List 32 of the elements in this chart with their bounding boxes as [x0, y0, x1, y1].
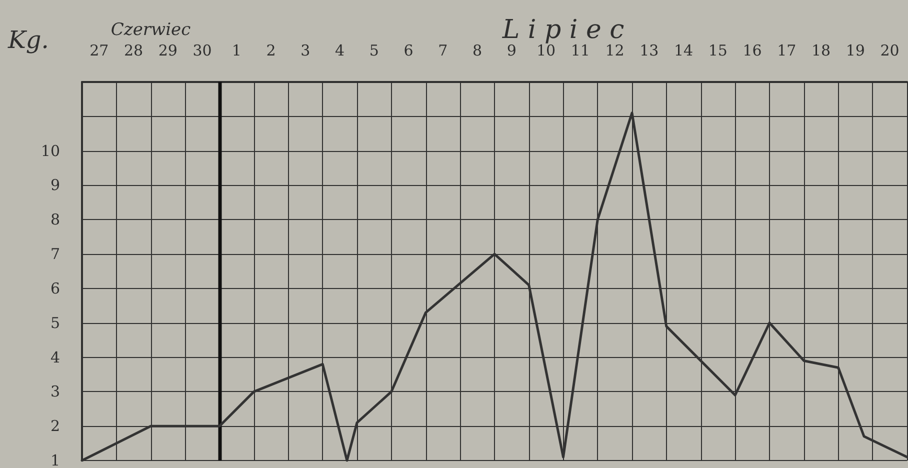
x-tick-label: 16 — [742, 42, 762, 60]
y-tick-label: 7 — [50, 245, 60, 264]
x-tick-label: 30 — [192, 42, 212, 60]
x-tick-label: 27 — [90, 42, 109, 60]
x-tick-label: 1 — [232, 42, 242, 60]
x-tick-label: 29 — [158, 42, 178, 60]
y-tick-label: 2 — [50, 417, 60, 436]
y-tick-label: 3 — [50, 382, 60, 401]
x-tick-label: 18 — [812, 42, 831, 60]
x-tick-label: 3 — [300, 42, 310, 60]
x-tick-label: 14 — [674, 42, 694, 60]
y-tick-label: 8 — [50, 210, 60, 229]
y-axis-title: Kg. — [7, 26, 49, 54]
y-tick-label: 1 — [50, 452, 60, 468]
x-tick-label: 20 — [880, 42, 900, 60]
x-tick-label: 5 — [369, 42, 379, 60]
x-tick-label: 4 — [335, 42, 345, 60]
x-tick-label: 15 — [708, 42, 728, 60]
text: Czerwiec — [110, 20, 192, 40]
x-tick-label: 7 — [438, 42, 448, 60]
x-tick-label: 6 — [404, 42, 414, 60]
y-tick-label: 9 — [50, 176, 60, 194]
y-tick-label: 10 — [40, 142, 60, 160]
y-tick-label: 5 — [50, 314, 60, 332]
x-tick-label: 19 — [846, 42, 865, 60]
x-tick-label: 28 — [124, 42, 144, 60]
x-tick-label: 13 — [640, 42, 659, 60]
x-tick-label: 17 — [777, 42, 796, 60]
y-tick-label: 6 — [50, 279, 60, 298]
x-tick-label: 8 — [472, 42, 482, 60]
x-tick-label: 2 — [266, 42, 276, 60]
y-tick-label: 4 — [50, 348, 60, 366]
